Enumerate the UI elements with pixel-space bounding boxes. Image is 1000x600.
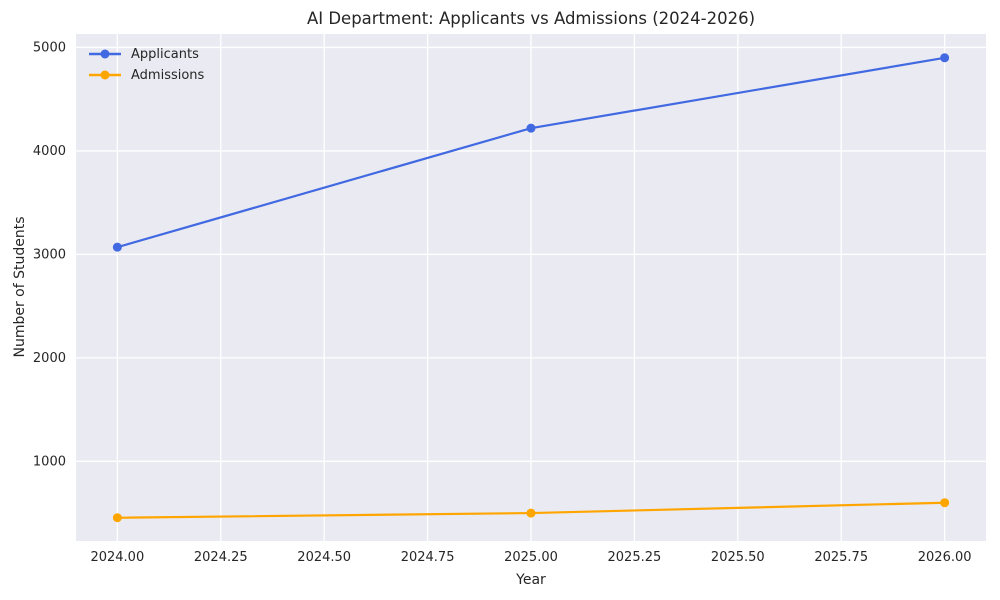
svg-text:4000: 4000 bbox=[33, 144, 66, 159]
data-point-applicants bbox=[112, 242, 122, 252]
y-axis-label: Number of Students bbox=[12, 216, 28, 358]
gridlines bbox=[76, 34, 986, 541]
svg-text:2024.75: 2024.75 bbox=[401, 550, 455, 565]
legend-label-admissions: Admissions bbox=[131, 67, 205, 83]
svg-text:2024.00: 2024.00 bbox=[90, 550, 144, 565]
data-point-applicants bbox=[940, 53, 950, 63]
svg-text:3000: 3000 bbox=[33, 248, 66, 263]
svg-text:2025.25: 2025.25 bbox=[608, 550, 662, 565]
svg-text:2025.00: 2025.00 bbox=[504, 550, 558, 565]
data-point-applicants bbox=[526, 123, 536, 133]
legend-label-applicants: Applicants bbox=[131, 46, 199, 62]
svg-text:5000: 5000 bbox=[33, 41, 66, 56]
legend-item-admissions: Admissions bbox=[88, 65, 204, 85]
svg-text:1000: 1000 bbox=[33, 454, 66, 469]
svg-text:2024.50: 2024.50 bbox=[297, 550, 351, 565]
x-tick-labels: 2024.00 2024.25 2024.50 2024.75 2025.00 2025.… bbox=[90, 550, 971, 565]
data-point-admissions bbox=[112, 513, 122, 523]
x-axis-label: Year bbox=[516, 572, 546, 588]
chart-title: AI Department: Applicants vs Admissions … bbox=[306, 9, 756, 28]
data-point-admissions bbox=[526, 508, 536, 518]
svg-text:2024.25: 2024.25 bbox=[194, 550, 248, 565]
legend: Applicants Admissions bbox=[88, 44, 204, 85]
svg-text:2026.00: 2026.00 bbox=[918, 550, 972, 565]
line-marker-swatch-icon bbox=[89, 49, 121, 59]
svg-text:2025.75: 2025.75 bbox=[814, 550, 868, 565]
line-marker-swatch-icon bbox=[89, 70, 121, 80]
data-point-admissions bbox=[940, 498, 950, 508]
y-tick-labels: 1000 2000 3000 4000 5000 bbox=[33, 41, 66, 470]
legend-item-applicants: Applicants bbox=[88, 44, 204, 64]
svg-text:2025.50: 2025.50 bbox=[711, 550, 765, 565]
svg-text:2000: 2000 bbox=[33, 351, 66, 366]
